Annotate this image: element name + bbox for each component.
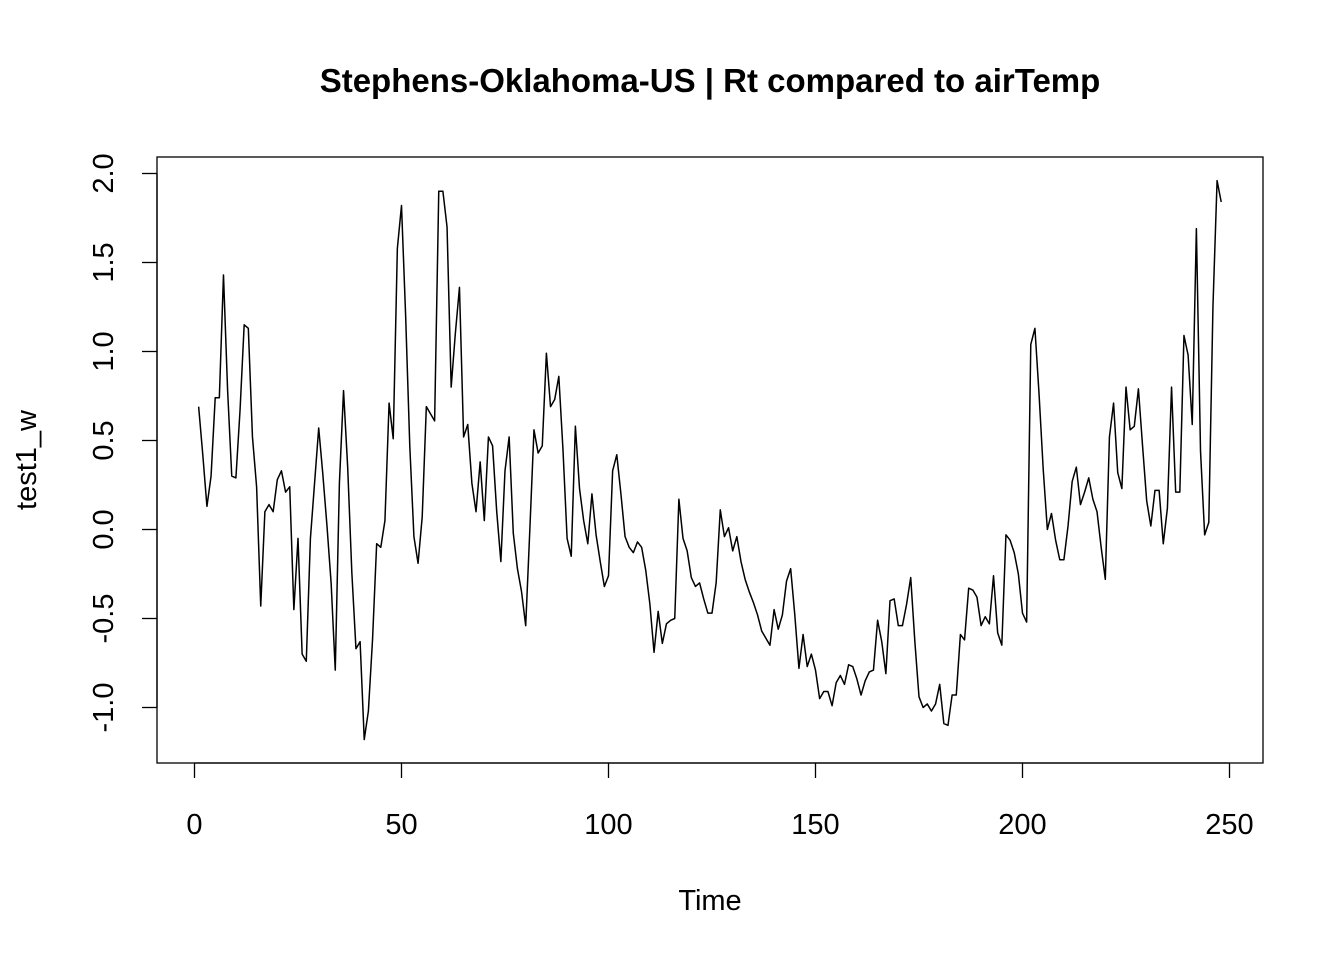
x-tick-label: 100: [584, 809, 632, 841]
series-line-test1-w: [197, 179, 1222, 741]
y-tick-label: 0.0: [88, 509, 120, 549]
y-tick-label: 2.0: [88, 153, 120, 193]
y-tick-label: 0.5: [88, 420, 120, 460]
x-tick-label: 50: [385, 809, 417, 841]
x-tick-label: 150: [791, 809, 839, 841]
chart-title: Stephens-Oklahoma-US | Rt compared to ai…: [320, 62, 1101, 99]
y-tick-label: 1.5: [88, 242, 120, 282]
y-axis: -1.0 -0.5 0.0 0.5 1.0 1.5 2.0: [88, 153, 158, 733]
x-tick-label: 200: [998, 809, 1046, 841]
y-tick-label: -0.5: [88, 594, 120, 644]
x-tick-label: 0: [186, 809, 202, 841]
y-tick-label: -1.0: [88, 683, 120, 733]
x-axis-label: Time: [678, 885, 741, 917]
x-axis: 0 50 100 150 200 250: [186, 762, 1254, 841]
y-tick-label: 1.0: [88, 331, 120, 371]
y-axis-label: test1_w: [11, 409, 43, 510]
x-tick-label: 250: [1205, 809, 1253, 841]
